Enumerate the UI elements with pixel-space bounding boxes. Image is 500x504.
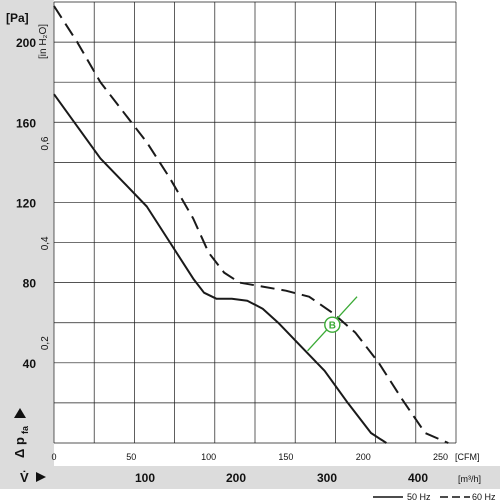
inner-axis-tick-label: 0,4: [40, 236, 51, 250]
grid: [53, 1, 457, 444]
y-axis-symbol: Δ p fa: [12, 408, 30, 458]
y-axis-arrow: [14, 408, 26, 418]
marker-label: B: [329, 321, 336, 332]
left-axis-tick-label: 120: [16, 196, 36, 210]
bottom-axis-cfm-tick-label: 100: [201, 452, 216, 462]
bottom-axis-m3h-tick-label: 100: [135, 471, 155, 485]
legend: 50 Hz 60 Hz: [373, 492, 496, 502]
left-axis-tick-label: 160: [16, 116, 36, 130]
bottom-axis-m3h-tick-label: 300: [317, 471, 337, 485]
y-axis-symbol-main: Δ p: [12, 437, 27, 458]
bottom-axis-cfm-tick-label: 200: [356, 452, 371, 462]
legend-60hz-label: 60 Hz: [472, 492, 496, 502]
series-50hz-line: [53, 93, 387, 444]
y-axis-symbol-subscript: fa: [20, 425, 30, 434]
bottom-axis-m3h-unit: [m³/h]: [458, 474, 481, 484]
inner-axis-tick-label: 0,6: [40, 136, 51, 150]
inner-axis-unit: [in H₂O]: [38, 24, 49, 59]
bottom-axis-band: [0, 466, 500, 489]
bottom-axis-cfm-unit: [CFM]: [455, 452, 480, 462]
bottom-axis-m3h-tick-label: 200: [226, 471, 246, 485]
series-60hz-line: [53, 5, 449, 444]
marker-circle: [324, 316, 341, 333]
left-axis-unit: [Pa]: [6, 11, 29, 25]
left-axis-tick-label: 80: [23, 277, 37, 291]
axis-labels: 200 160 120 80 40 0,6 0,4 0,2 0 50 100 150 200 250 100…: [16, 36, 448, 485]
x-axis-symbol: V̇: [20, 470, 29, 485]
bottom-axis-m3h-tick-label: 400: [408, 471, 428, 485]
legend-50hz-label: 50 Hz: [407, 492, 431, 502]
left-axis-tick-label: 40: [23, 357, 37, 371]
curves: [53, 5, 449, 444]
bottom-axis-cfm-tick-label: 250: [433, 452, 448, 462]
bottom-axis-cfm-tick-label: 150: [278, 452, 293, 462]
bottom-axis-cfm-tick-label: 50: [126, 452, 136, 462]
left-axis-band: [0, 0, 54, 466]
bottom-axis-cfm-tick-label: 0: [51, 452, 56, 462]
inner-axis-tick-label: 0,2: [40, 336, 51, 350]
x-axis-arrow: [36, 472, 46, 482]
operating-point-marker: B: [307, 296, 358, 352]
left-axis-tick-label: 200: [16, 36, 36, 50]
